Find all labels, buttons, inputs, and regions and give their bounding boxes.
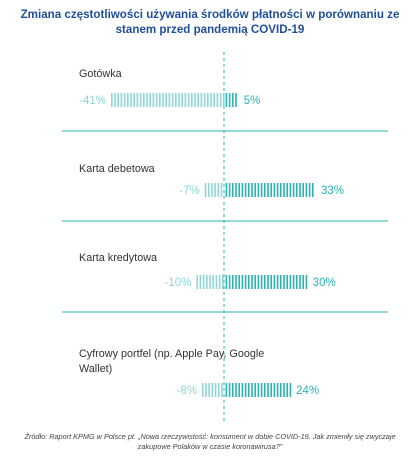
category-label: Karta kredytowa [79, 252, 157, 264]
bar-positive [225, 93, 237, 107]
value-label-negative: -10% [165, 277, 192, 289]
bar-negative [196, 275, 224, 289]
value-label-positive: 5% [244, 95, 261, 107]
bar-negative [201, 383, 223, 397]
value-label-negative: -41% [79, 95, 106, 107]
bar-positive [225, 183, 314, 197]
bar-positive [225, 383, 292, 397]
bar-negative [111, 93, 225, 107]
source-note: Źródło: Raport KPMG w Polsce pt. „Nowa r… [24, 432, 396, 451]
bar-negative [204, 183, 223, 197]
category-label: Gotówka [79, 68, 122, 80]
value-label-negative: -8% [176, 385, 196, 397]
value-label-negative: -7% [179, 185, 199, 197]
value-label-positive: 33% [321, 185, 344, 197]
chart-title: Zmiana częstotliwości używania środków p… [20, 8, 400, 36]
value-label-positive: 30% [313, 277, 336, 289]
category-label: Karta debetowa [79, 163, 155, 175]
value-label-positive: 24% [296, 385, 319, 397]
category-label: Cyfrowy portfel (np. Apple Pay, Google Wa… [79, 348, 264, 375]
bar-positive [225, 275, 308, 289]
